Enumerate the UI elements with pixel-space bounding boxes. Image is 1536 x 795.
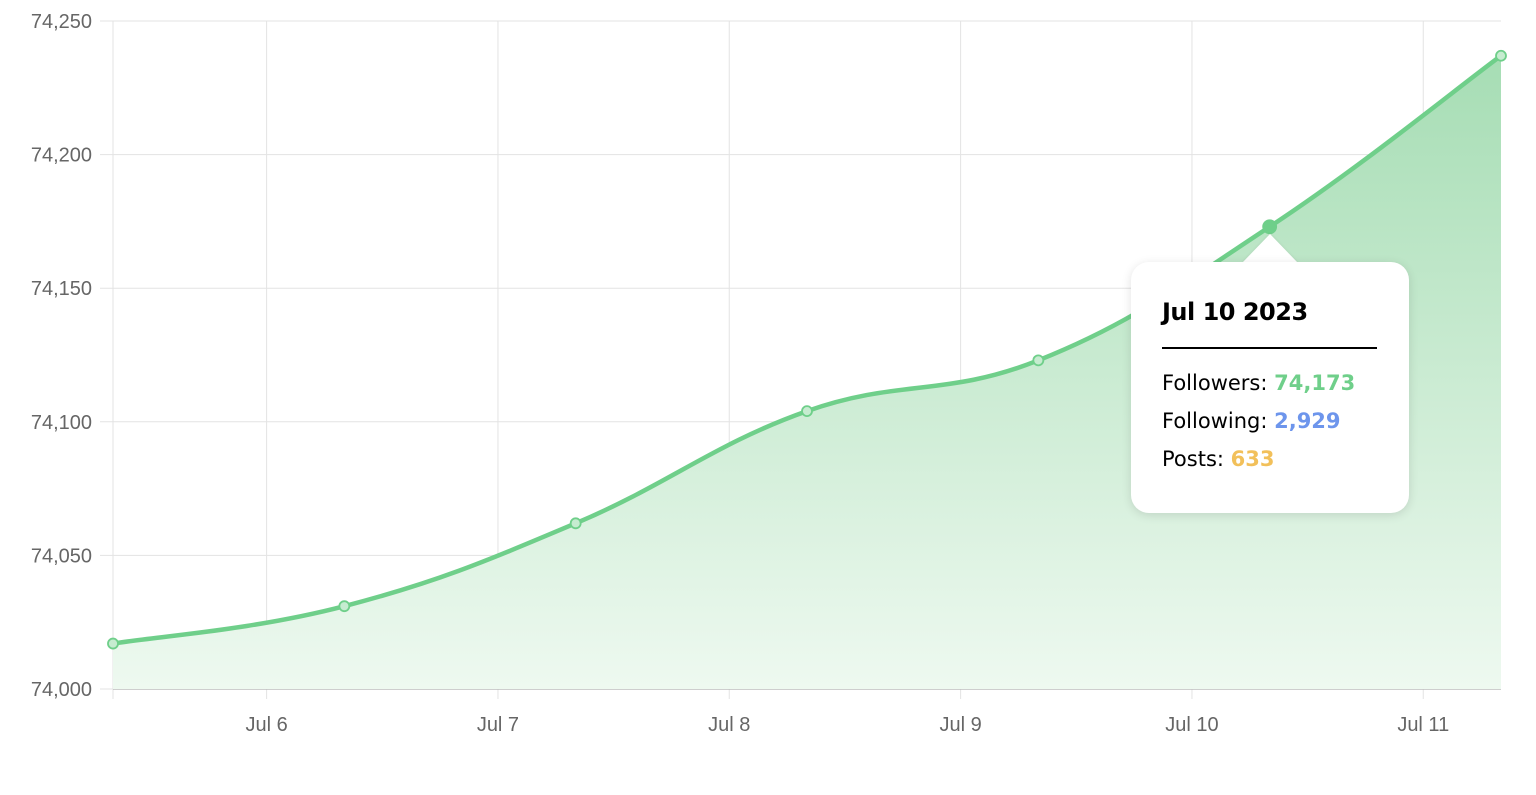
x-tick-label: Jul 6	[245, 714, 287, 736]
tooltip: Jul 10 2023 Followers: 74,173 Following:…	[1131, 262, 1409, 513]
tooltip-divider	[1162, 347, 1377, 349]
data-point	[1495, 49, 1507, 62]
area-path	[113, 55, 1501, 689]
y-tick-label: 74,050	[31, 545, 92, 567]
data-point	[1032, 354, 1045, 367]
tooltip-label: Followers:	[1162, 371, 1268, 395]
tooltip-value-following: 2,929	[1274, 409, 1341, 433]
tooltip-title: Jul 10 2023	[1162, 298, 1308, 326]
y-tick-label: 74,100	[31, 412, 92, 434]
tooltip-rows: Followers: 74,173 Following: 2,929 Posts…	[1162, 364, 1378, 478]
data-point	[338, 600, 351, 613]
data-point	[801, 405, 813, 418]
tooltip-row-following: Following: 2,929	[1162, 402, 1378, 440]
tooltip-value-followers: 74,173	[1274, 371, 1356, 395]
y-tick-label: 74,000	[31, 679, 92, 701]
y-axis: 74,250 74,200 74,150 74,100 74,050 74,000	[31, 11, 92, 701]
x-tick-label: Jul 10	[1165, 714, 1218, 736]
x-tick-label: Jul 8	[708, 714, 750, 736]
data-point	[107, 637, 119, 650]
tooltip-caret	[1242, 234, 1298, 263]
tooltip-row-followers: Followers: 74,173	[1162, 364, 1378, 402]
x-tick-label: Jul 7	[477, 714, 519, 736]
tooltip-label: Posts:	[1162, 447, 1224, 471]
y-tick-label: 74,250	[31, 11, 92, 33]
data-points	[107, 49, 1507, 650]
tooltip-value-posts: 633	[1230, 447, 1275, 471]
y-tick-label: 74,200	[31, 145, 92, 167]
x-tick-label: Jul 9	[939, 714, 981, 736]
data-point	[569, 517, 582, 530]
x-tick-label: Jul 11	[1397, 714, 1449, 736]
tooltip-label: Following:	[1162, 409, 1268, 433]
tooltip-row-posts: Posts: 633	[1162, 440, 1378, 478]
area-fill	[113, 55, 1501, 689]
data-point	[1262, 219, 1278, 235]
y-tick-label: 74,150	[31, 278, 92, 300]
x-axis: Jul 6 Jul 7 Jul 8 Jul 9 Jul 10 Jul 11	[245, 714, 1449, 736]
